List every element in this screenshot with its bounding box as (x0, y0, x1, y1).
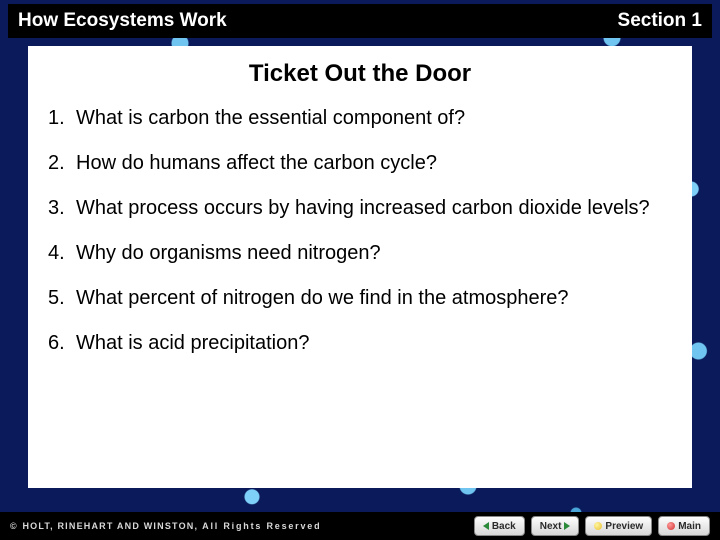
question-text: How do humans affect the carbon cycle? (76, 151, 437, 176)
section-label: Section 1 (618, 10, 702, 32)
list-number: 2. (48, 151, 76, 176)
copyright-icon: © (10, 521, 18, 531)
nav-label: Preview (605, 521, 643, 532)
question-text: What is carbon the essential component o… (76, 106, 465, 131)
preview-button[interactable]: Preview (585, 516, 652, 536)
nav-label: Back (492, 521, 516, 532)
header-band: How Ecosystems Work Section 1 (8, 4, 712, 38)
dot-red-icon (667, 522, 675, 530)
question-list: 1.What is carbon the essential component… (48, 106, 672, 356)
footer-band: © HOLT, RINEHART AND WINSTON, All Rights… (0, 512, 720, 540)
list-item: 4.Why do organisms need nitrogen? (48, 241, 672, 266)
list-item: 6.What is acid precipitation? (48, 331, 672, 356)
question-text: What percent of nitrogen do we find in t… (76, 286, 569, 311)
arrow-right-icon (564, 522, 570, 530)
list-number: 5. (48, 286, 76, 311)
slide-title: Ticket Out the Door (48, 60, 672, 88)
arrow-left-icon (483, 522, 489, 530)
main-button[interactable]: Main (658, 516, 710, 536)
nav-row: Back Next Preview Main (474, 516, 710, 536)
nav-label: Main (678, 521, 701, 532)
back-button[interactable]: Back (474, 516, 525, 536)
question-text: Why do organisms need nitrogen? (76, 241, 381, 266)
chapter-title: How Ecosystems Work (18, 10, 227, 32)
list-number: 3. (48, 196, 76, 221)
list-number: 6. (48, 331, 76, 356)
question-text: What process occurs by having increased … (76, 196, 650, 221)
nav-label: Next (540, 521, 562, 532)
question-text: What is acid precipitation? (76, 331, 309, 356)
list-item: 1.What is carbon the essential component… (48, 106, 672, 131)
copyright-company: HOLT, RINEHART AND WINSTON, (22, 521, 198, 531)
list-number: 4. (48, 241, 76, 266)
next-button[interactable]: Next (531, 516, 580, 536)
list-number: 1. (48, 106, 76, 131)
list-item: 3.What process occurs by having increase… (48, 196, 672, 221)
copyright-tail: All Rights Reserved (202, 521, 321, 531)
list-item: 5.What percent of nitrogen do we find in… (48, 286, 672, 311)
content-panel: Ticket Out the Door 1.What is carbon the… (28, 46, 692, 488)
copyright-text: © HOLT, RINEHART AND WINSTON, All Rights… (10, 521, 321, 531)
list-item: 2.How do humans affect the carbon cycle? (48, 151, 672, 176)
dot-yellow-icon (594, 522, 602, 530)
